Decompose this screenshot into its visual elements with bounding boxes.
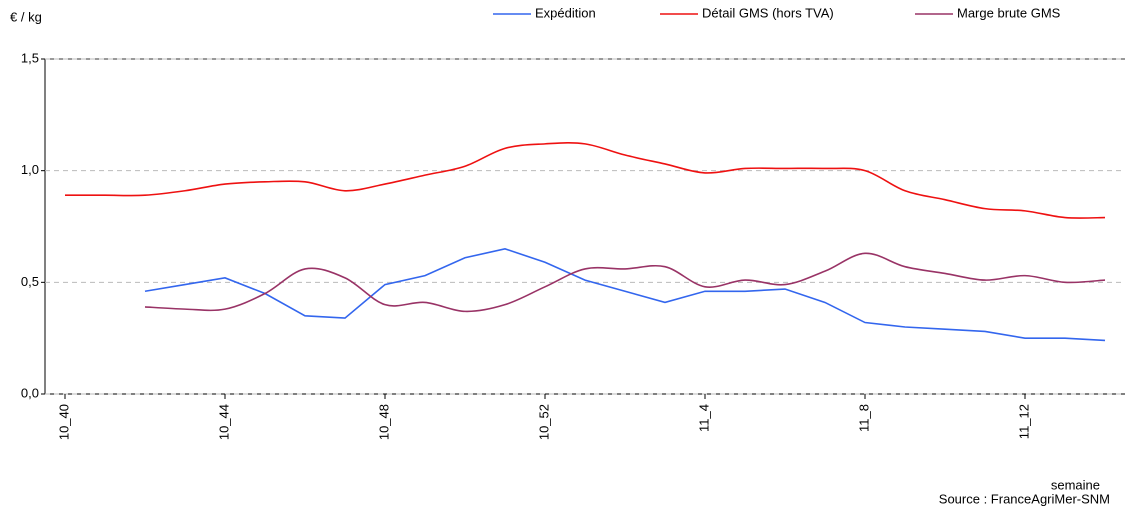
x-tick-label: 10_48 bbox=[376, 404, 391, 440]
legend-label: Marge brute GMS bbox=[957, 5, 1061, 20]
y-tick-label: 0,0 bbox=[21, 385, 39, 400]
x-tick-label: 10_44 bbox=[216, 404, 231, 440]
legend-label: Détail GMS (hors TVA) bbox=[702, 5, 834, 20]
x-tick-label: 11_8 bbox=[856, 404, 871, 432]
y-tick-label: 1,0 bbox=[21, 162, 39, 177]
series-line bbox=[64, 142, 1106, 219]
x-tick-label: 10_40 bbox=[56, 404, 71, 440]
legend-label: Expédition bbox=[535, 5, 596, 20]
source: Source : FranceAgriMer-SNM bbox=[939, 491, 1110, 506]
y-axis-label: € / kg bbox=[10, 9, 42, 24]
series-line bbox=[144, 252, 1106, 313]
y-tick-label: 0,5 bbox=[21, 274, 39, 289]
x-axis-label: semaine bbox=[1051, 477, 1100, 492]
x-tick-label: 11_12 bbox=[1016, 404, 1031, 439]
x-tick-label: 11_4 bbox=[696, 404, 711, 432]
series-line bbox=[144, 248, 1106, 342]
y-tick-label: 1,5 bbox=[21, 50, 39, 65]
x-tick-label: 10_52 bbox=[536, 404, 551, 440]
